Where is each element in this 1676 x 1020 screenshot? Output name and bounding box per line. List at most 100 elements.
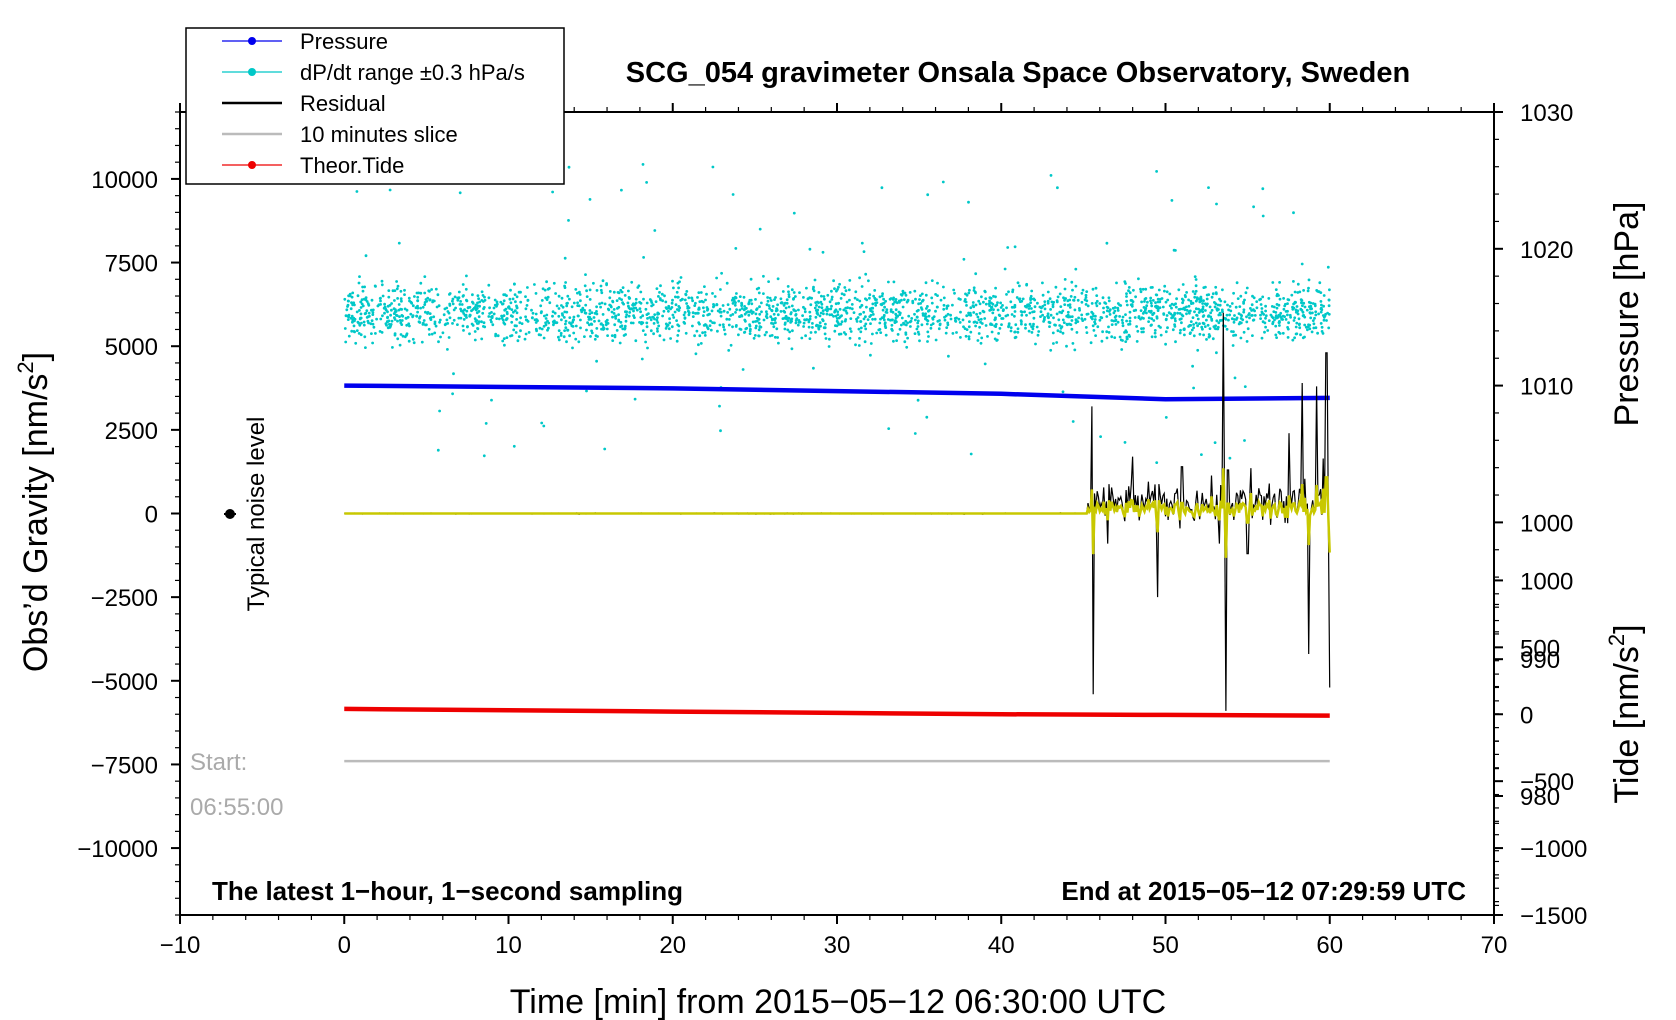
dpdt-point xyxy=(817,326,820,330)
dpdt-point xyxy=(848,279,852,282)
dpdt-point xyxy=(702,314,705,317)
dpdt-point xyxy=(733,303,737,307)
dpdt-point xyxy=(892,296,895,300)
dpdt-point xyxy=(1255,300,1259,303)
dpdt-point xyxy=(776,277,780,281)
dpdt-point xyxy=(585,328,588,332)
dpdt-point xyxy=(698,300,702,303)
dpdt-point xyxy=(842,331,846,334)
dpdt-point xyxy=(969,330,973,334)
dpdt-point xyxy=(526,320,530,323)
legend-label: 10 minutes slice xyxy=(300,122,458,147)
dpdt-point xyxy=(662,338,666,342)
dpdt-point xyxy=(640,321,644,324)
dpdt-point xyxy=(719,314,723,318)
dpdt-point xyxy=(1093,320,1096,324)
dpdt-point xyxy=(812,366,815,370)
dpdt-point xyxy=(815,311,819,315)
dpdt-point xyxy=(1188,332,1192,335)
dpdt-point xyxy=(456,323,459,326)
dpdt-point xyxy=(411,304,415,308)
dpdt-point xyxy=(1015,296,1019,299)
dpdt-point xyxy=(533,283,536,286)
dpdt-point xyxy=(748,332,752,335)
dpdt-point xyxy=(1181,301,1184,305)
dpdt-point xyxy=(1024,323,1027,327)
dpdt-point xyxy=(510,308,514,311)
dpdt-point xyxy=(715,276,718,280)
dpdt-point xyxy=(1261,214,1265,218)
dpdt-point xyxy=(1189,299,1193,303)
dpdt-point xyxy=(601,313,605,316)
dpdt-point xyxy=(407,339,411,343)
dpdt-point xyxy=(653,317,656,321)
dpdt-point xyxy=(1128,291,1132,295)
dpdt-point xyxy=(1135,340,1139,343)
dpdt-point xyxy=(1062,296,1065,300)
dpdt-point xyxy=(557,307,561,310)
dpdt-point xyxy=(1152,319,1156,322)
dpdt-point xyxy=(850,307,854,311)
dpdt-point xyxy=(1013,303,1017,307)
tide-tick-label: −1500 xyxy=(1520,903,1587,930)
dpdt-point xyxy=(738,315,741,318)
dpdt-point xyxy=(1164,416,1168,419)
dpdt-point xyxy=(1185,312,1188,316)
dpdt-point xyxy=(967,337,971,341)
dpdt-point xyxy=(671,313,675,317)
dpdt-point xyxy=(984,302,988,306)
dpdt-point xyxy=(795,317,799,320)
dpdt-point xyxy=(913,332,917,335)
dpdt-point xyxy=(1013,336,1017,340)
dpdt-point xyxy=(792,211,796,215)
dpdt-point xyxy=(557,338,561,342)
dpdt-point xyxy=(864,272,868,276)
dpdt-point xyxy=(383,302,386,306)
dpdt-point xyxy=(418,321,422,324)
dpdt-point xyxy=(882,297,885,301)
dpdt-point xyxy=(564,319,568,323)
dpdt-point xyxy=(1085,331,1089,334)
dpdt-point xyxy=(436,448,440,452)
dpdt-point xyxy=(702,324,706,327)
dpdt-point xyxy=(494,334,497,338)
dpdt-point xyxy=(694,312,697,315)
dpdt-point xyxy=(901,289,905,293)
dpdt-point xyxy=(1218,319,1222,322)
dpdt-point xyxy=(639,290,643,294)
dpdt-point xyxy=(1048,321,1052,325)
dpdt-point xyxy=(1063,278,1067,281)
dpdt-point xyxy=(707,313,711,316)
y-axis-label-gravity: Obs’d Gravity [nm/s2] xyxy=(13,352,55,672)
dpdt-point xyxy=(625,313,629,316)
dpdt-point xyxy=(977,332,981,335)
dpdt-point xyxy=(1193,292,1197,296)
dpdt-point xyxy=(1010,313,1014,316)
dpdt-point xyxy=(1214,285,1218,289)
dpdt-point xyxy=(515,295,519,299)
dpdt-point xyxy=(1260,336,1264,340)
dpdt-point xyxy=(758,305,761,309)
dpdt-point xyxy=(1250,303,1254,307)
dpdt-point xyxy=(369,322,373,326)
dpdt-point xyxy=(979,317,983,321)
dpdt-point xyxy=(1123,280,1127,283)
dpdt-point xyxy=(932,315,936,318)
dpdt-point xyxy=(574,337,578,341)
dpdt-point xyxy=(509,301,513,305)
dpdt-point xyxy=(1067,322,1071,326)
dpdt-point xyxy=(399,289,403,293)
dpdt-point xyxy=(886,318,890,321)
dpdt-point xyxy=(639,310,642,314)
dpdt-point xyxy=(505,336,509,339)
dpdt-point xyxy=(1145,304,1149,308)
dpdt-point xyxy=(953,291,956,295)
dpdt-point xyxy=(599,322,603,326)
dpdt-point xyxy=(1166,326,1169,330)
dpdt-point xyxy=(838,282,841,286)
dpdt-point xyxy=(859,330,863,334)
dpdt-point xyxy=(775,327,779,331)
dpdt-point xyxy=(652,322,656,325)
dpdt-point xyxy=(958,321,962,324)
dpdt-point xyxy=(347,334,351,338)
